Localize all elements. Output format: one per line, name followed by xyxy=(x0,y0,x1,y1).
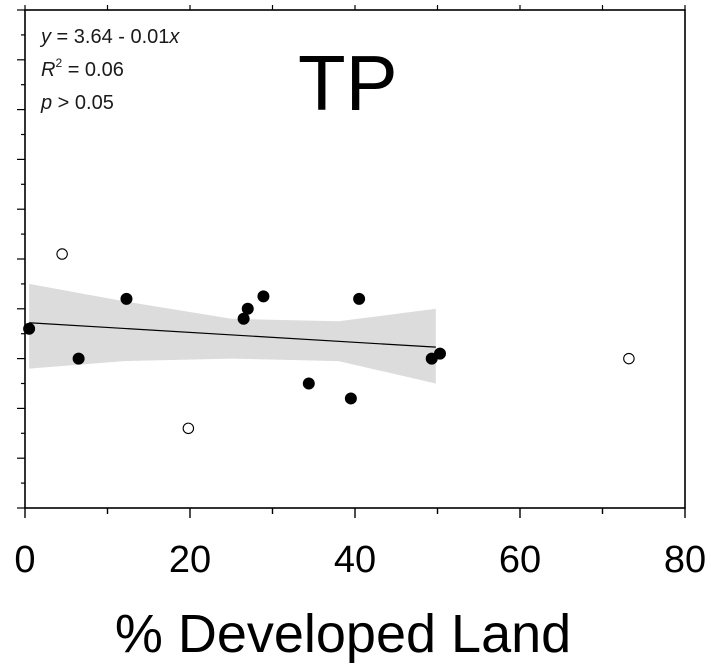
x-axis-tick-labels: 0 20 40 60 80 xyxy=(14,539,706,581)
r2-symbol: R xyxy=(41,59,55,81)
data-point-filled xyxy=(72,352,85,365)
equation-x-symbol: x xyxy=(168,26,180,48)
x-tick-label: 80 xyxy=(664,539,706,581)
data-point-filled xyxy=(237,312,250,325)
data-point-open xyxy=(182,422,195,435)
r-squared-label: R2 = 0.06 xyxy=(41,56,124,81)
data-point-open xyxy=(623,352,635,365)
p-symbol: p xyxy=(40,92,52,114)
y-axis-ticks xyxy=(17,9,25,509)
data-point-filled xyxy=(353,292,366,305)
confidence-band xyxy=(29,283,436,384)
r2-superscript: 2 xyxy=(55,56,62,70)
data-points-layer xyxy=(23,248,635,435)
x-tick-label: 40 xyxy=(334,539,376,581)
data-point-filled xyxy=(23,322,36,335)
regression-equation: y = 3.64 - 0.01x xyxy=(39,26,180,48)
data-point-open xyxy=(56,248,68,260)
x-axis-label: % Developed Land xyxy=(115,604,571,664)
data-point-filled xyxy=(302,377,315,390)
chart-title: TP xyxy=(298,39,398,127)
x-axis-ticks xyxy=(24,5,686,518)
p-value: > 0.05 xyxy=(52,92,114,114)
r2-value: = 0.06 xyxy=(62,59,124,81)
data-point-filled xyxy=(241,302,254,315)
equation-y-symbol: y xyxy=(39,26,52,48)
regression-line-layer xyxy=(29,322,436,348)
x-tick-label: 20 xyxy=(169,539,211,581)
data-point-filled xyxy=(344,392,357,405)
equation-body: = 3.64 - 0.01 xyxy=(51,26,169,48)
x-tick-label: 60 xyxy=(499,539,541,581)
data-point-filled xyxy=(120,292,133,305)
confidence-band-layer xyxy=(29,283,436,384)
regression-line xyxy=(29,322,436,348)
data-point-filled xyxy=(433,347,446,360)
x-tick-label: 0 xyxy=(14,539,35,581)
p-value-label: p > 0.05 xyxy=(40,92,114,114)
data-point-filled xyxy=(257,290,270,303)
